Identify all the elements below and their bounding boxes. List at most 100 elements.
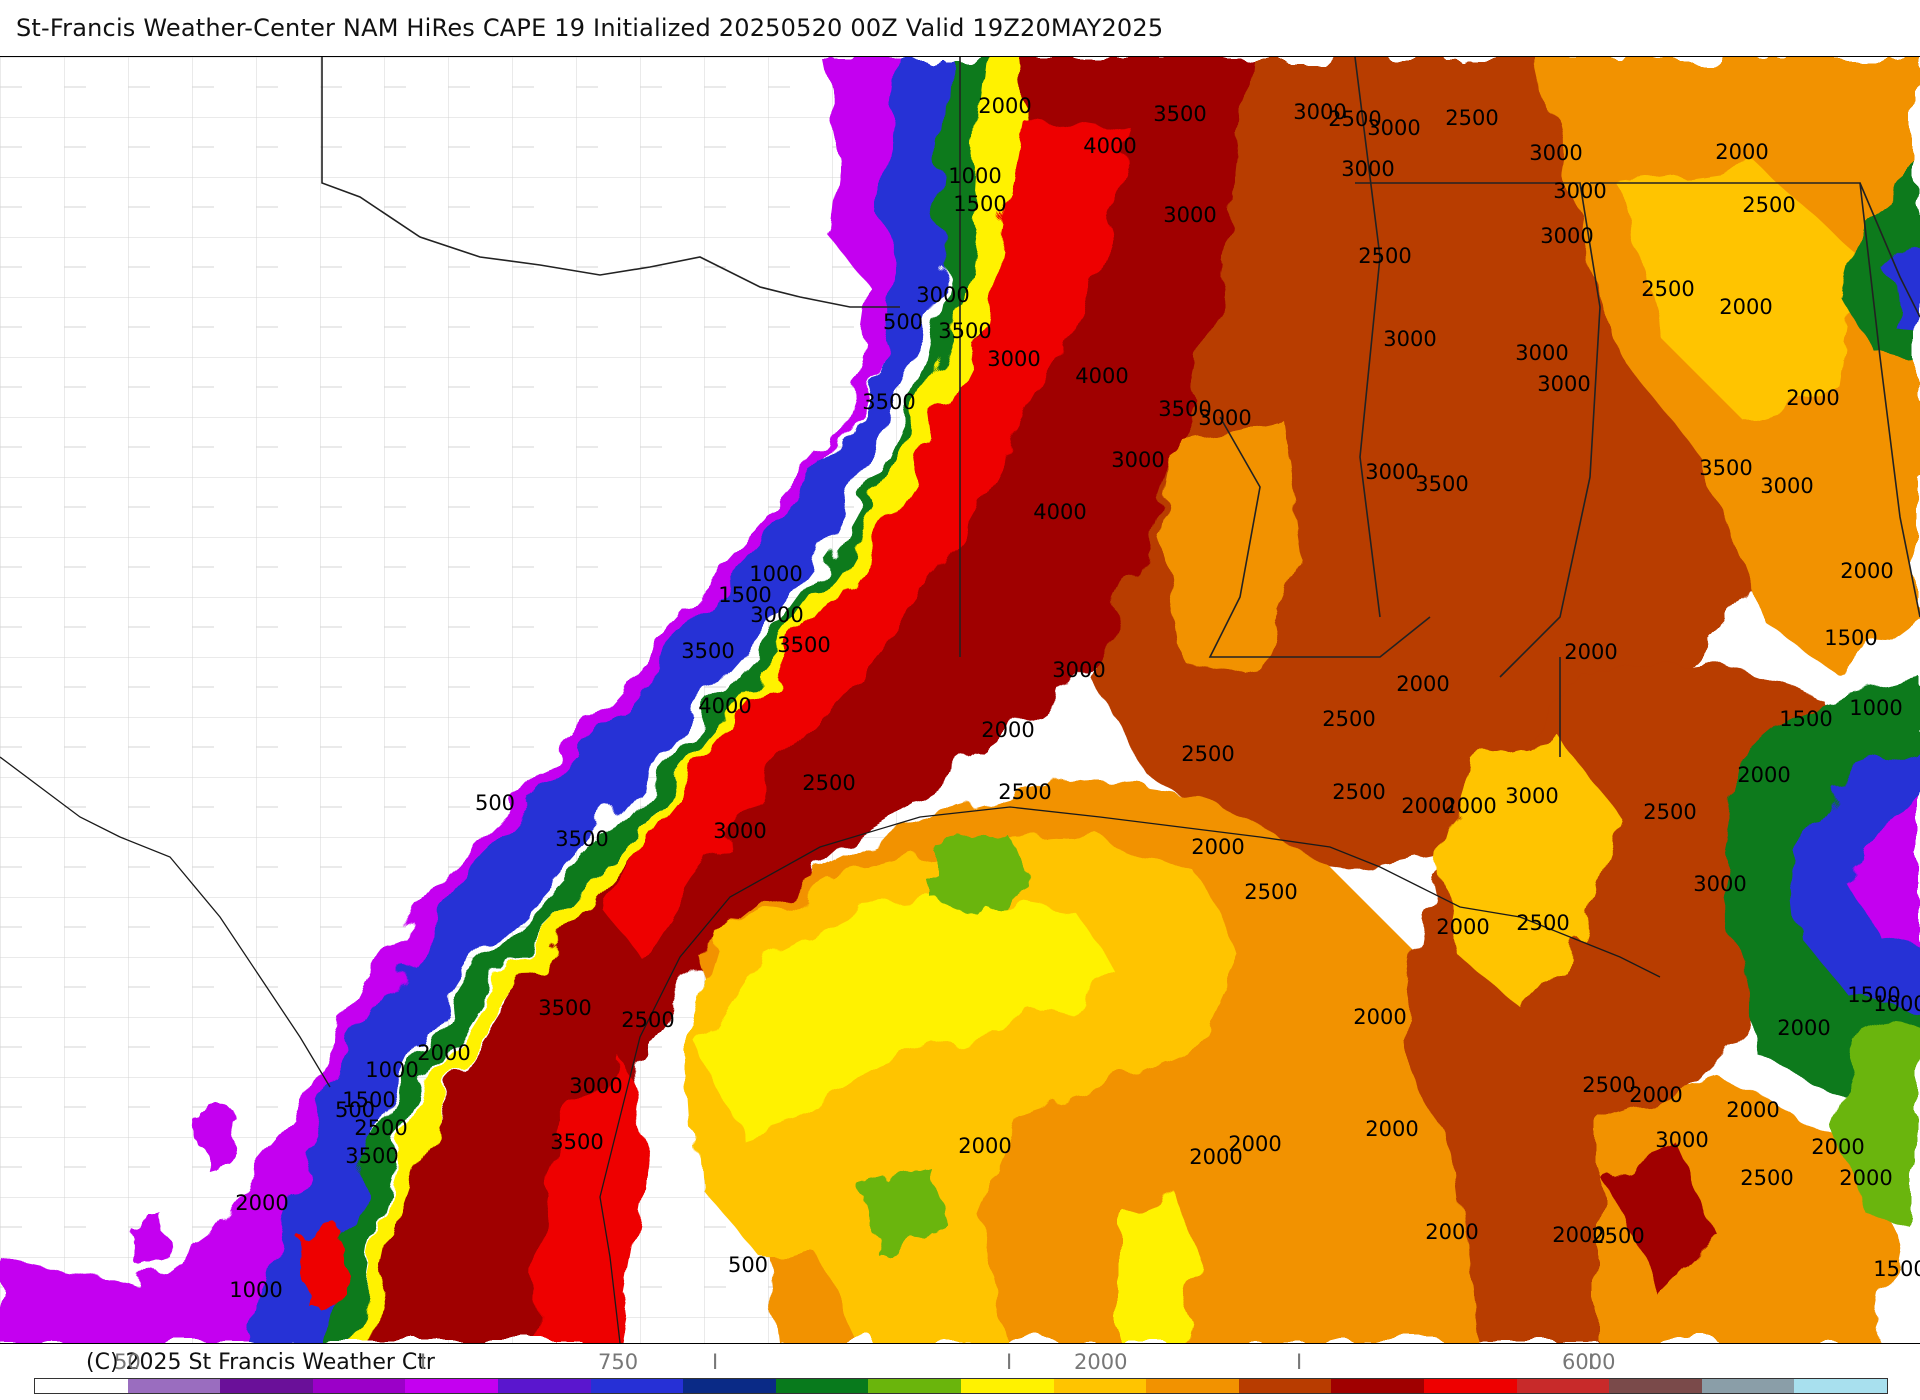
colorbar-tick: I <box>420 1350 427 1374</box>
colorbar-swatch <box>220 1379 313 1393</box>
contour-label: 2000 <box>1353 1005 1406 1029</box>
colorbar-tick: 50 <box>114 1350 141 1374</box>
contour-label: 2500 <box>354 1116 407 1140</box>
contour-label: 2500 <box>1516 911 1569 935</box>
contour-label: 2000 <box>1777 1016 1830 1040</box>
contour-label: 2000 <box>1552 1223 1605 1247</box>
colorbar-tick: 2000 <box>1074 1350 1128 1374</box>
colorbar-swatch <box>960 1379 1054 1393</box>
cape-map[interactable]: 2000 3500 4000 1000 1500 3000 3000 500 3500 3000 4… <box>0 56 1920 1344</box>
contour-label: 1000 <box>229 1278 282 1302</box>
contour-label: 2500 <box>1322 707 1375 731</box>
contour-label: 3500 <box>550 1130 603 1154</box>
coastline-icon <box>0 756 1661 1343</box>
contour-label: 2000 <box>1839 1166 1892 1190</box>
contour-label: 3500 <box>538 996 591 1020</box>
footer: (C) 2025 St Francis Weather Ctr 50 I 750… <box>0 1342 1920 1400</box>
contour-label: 500 <box>335 1098 375 1122</box>
contour-label: 4000 <box>1083 134 1136 158</box>
contour-label: 3500 <box>938 319 991 343</box>
contour-label: 2500 <box>1358 244 1411 268</box>
contour-label: 3000 <box>1553 179 1606 203</box>
colorbar-swatch <box>35 1379 128 1393</box>
contour-label: 1000 <box>948 164 1001 188</box>
colorbar-swatch <box>1794 1379 1887 1393</box>
contour-label: 1000 <box>749 562 802 586</box>
contour-label: 3000 <box>1655 1128 1708 1152</box>
contour-label: 3000 <box>713 819 766 843</box>
contour-label: 3000 <box>1052 658 1105 682</box>
contour-label: 2000 <box>1726 1098 1779 1122</box>
contour-label: 2500 <box>1332 780 1385 804</box>
colorbar <box>34 1378 1888 1394</box>
colorbar-tick: I <box>1588 1350 1595 1374</box>
colorbar-swatch <box>1701 1379 1795 1393</box>
contour-label: 3000 <box>1693 872 1746 896</box>
colorbar-swatch <box>683 1379 776 1393</box>
contour-label: 2000 <box>1443 794 1496 818</box>
contour-label: 3500 <box>681 639 734 663</box>
contour-label: 2500 <box>1591 1224 1644 1248</box>
contour-label: 3500 <box>1699 456 1752 480</box>
contour-label: 2500 <box>1328 107 1381 131</box>
contour-label: 1000 <box>1849 696 1902 720</box>
colorbar-swatch <box>497 1379 591 1393</box>
colorbar-swatch <box>1423 1379 1517 1393</box>
contour-label: 3000 <box>1341 157 1394 181</box>
contour-label: 2000 <box>1365 1117 1418 1141</box>
contour-label: 1000 <box>1873 992 1920 1016</box>
contour-label: 2000 <box>1396 672 1449 696</box>
contour-label: 3500 <box>777 633 830 657</box>
contour-label: 2000 <box>1191 835 1244 859</box>
contour-label: 3000 <box>1111 448 1164 472</box>
contour-label: 2000 <box>235 1191 288 1215</box>
contour-label: 2000 <box>1425 1220 1478 1244</box>
contour-label: 2500 <box>1244 880 1297 904</box>
contour-label: 2000 <box>1840 559 1893 583</box>
map-title: St-Francis Weather-Center NAM HiRes CAPE… <box>16 14 1164 42</box>
contour-label: 3000 <box>1540 224 1593 248</box>
contour-label: 2500 <box>1740 1166 1793 1190</box>
colorbar-swatch <box>1146 1379 1239 1393</box>
contour-label: 3500 <box>555 827 608 851</box>
contour-label: 3000 <box>1198 406 1251 430</box>
colorbar-tick: 6000 <box>1562 1350 1616 1374</box>
contour-label: 1500 <box>1873 1257 1920 1281</box>
contour-label: 4000 <box>698 694 751 718</box>
contour-label: 3500 <box>345 1144 398 1168</box>
colorbar-swatch <box>1609 1379 1702 1393</box>
colorbar-swatch <box>1053 1379 1147 1393</box>
contour-label: 2000 <box>1786 386 1839 410</box>
contour-label: 2000 <box>1189 1145 1242 1169</box>
contour-label: 2500 <box>1742 193 1795 217</box>
colorbar-swatch <box>405 1379 498 1393</box>
contour-label: 1500 <box>342 1088 395 1112</box>
contour-label: 2500 <box>1641 277 1694 301</box>
colorbar-swatch <box>1516 1379 1610 1393</box>
contour-label: 4000 <box>1033 500 1086 524</box>
contour-label: 2000 <box>958 1134 1011 1158</box>
contour-label: 2000 <box>1719 295 1772 319</box>
contour-label: 2500 <box>998 780 1051 804</box>
contour-label: 3000 <box>987 347 1040 371</box>
contour-label: 2000 <box>1401 794 1454 818</box>
contour-label: 2500 <box>1181 742 1234 766</box>
contour-label: 2500 <box>621 1008 674 1032</box>
colorbar-tick: 750 <box>598 1350 639 1374</box>
colorbar-swatch <box>590 1379 684 1393</box>
contour-label: 3500 <box>1153 102 1206 126</box>
contour-label: 3000 <box>750 603 803 627</box>
copyright-text: (C) 2025 St Francis Weather Ctr <box>86 1350 435 1375</box>
contour-label: 500 <box>883 310 923 334</box>
colorbar-tick: I <box>712 1350 719 1374</box>
contour-label: 2000 <box>1715 140 1768 164</box>
colorbar-swatch <box>1238 1379 1332 1393</box>
colorbar-swatch <box>312 1379 406 1393</box>
contour-label: 500 <box>728 1253 768 1277</box>
contour-label: 2500 <box>1643 800 1696 824</box>
contour-label: 2500 <box>1582 1073 1635 1097</box>
contour-label: 3500 <box>1158 397 1211 421</box>
colorbar-swatch <box>775 1379 869 1393</box>
